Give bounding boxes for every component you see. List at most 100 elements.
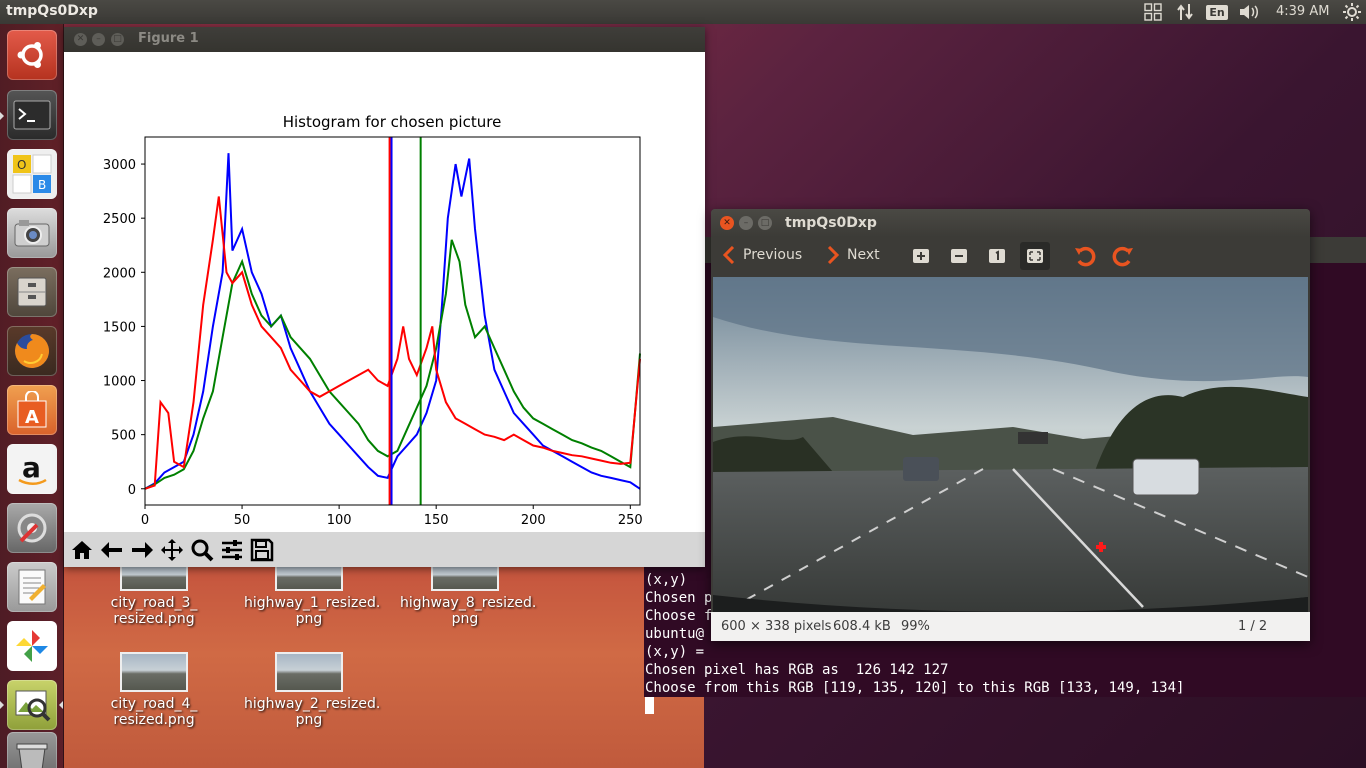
zoom-normal-icon[interactable] <box>982 242 1012 270</box>
image-viewer-window: ✕ – □ tmpQs0Dxp Previous Next <box>711 209 1310 641</box>
chevron-right-icon <box>827 246 839 264</box>
best-fit-icon[interactable] <box>1020 242 1050 270</box>
forward-arrow-icon[interactable] <box>128 536 156 564</box>
camera-icon[interactable] <box>7 208 57 258</box>
volume-icon[interactable] <box>1238 2 1260 22</box>
zoom-level: 99% <box>901 619 930 634</box>
svg-text:O: O <box>17 158 26 172</box>
terminal-line: Choose from this RGB [119, 135, 120] to … <box>645 680 1185 696</box>
figure-title: Figure 1 <box>138 31 199 46</box>
desktop-icon-city-road-3[interactable]: city_road_3_ resized.png <box>89 563 219 627</box>
clock[interactable]: 4:39 AM <box>1276 4 1330 19</box>
workspace-switcher-icon[interactable] <box>1143 2 1163 22</box>
plot-frame <box>144 136 641 506</box>
zoom-in-icon[interactable] <box>906 242 936 270</box>
firefox-icon[interactable] <box>7 326 57 376</box>
terminal-line: (x,y) = <box>645 644 713 660</box>
terminal-output: (x,y) Chosen p Choose f ubuntu@ (x,y) = Chos… <box>645 571 1184 715</box>
x-tick-label: 50 <box>234 513 251 528</box>
y-tick-label: 0 <box>128 483 136 498</box>
network-icon[interactable] <box>1175 2 1195 22</box>
active-app-title: tmpQs0Dxp <box>6 3 98 19</box>
svg-text:A: A <box>25 407 39 428</box>
x-tick-label: 100 <box>327 513 352 528</box>
focused-indicator <box>59 701 63 709</box>
running-indicator <box>0 701 4 709</box>
previous-button[interactable]: Previous <box>723 246 802 264</box>
figure-toolbar <box>64 532 705 567</box>
viewer-title: tmpQs0Dxp <box>785 215 877 231</box>
terminal-line: Chosen p <box>645 590 713 606</box>
pan-icon[interactable] <box>158 536 186 564</box>
selected-pixel-marker <box>1096 542 1106 552</box>
maximize-icon[interactable]: □ <box>111 33 124 46</box>
trash-icon[interactable] <box>7 732 57 768</box>
file-cabinet-icon[interactable] <box>7 267 57 317</box>
terminal-line: Chosen pixel has RGB as 126 142 127 <box>645 662 949 678</box>
figure-window: ✕ – □ Figure 1 Histogram for chosen pict… <box>64 27 705 567</box>
pinwheel-icon[interactable] <box>7 621 57 671</box>
image-position: 1 / 2 <box>1238 619 1268 634</box>
desktop-icon-highway-1[interactable]: highway_1_resized. png <box>244 563 380 627</box>
next-button[interactable]: Next <box>827 246 880 264</box>
desktop-icon-label: city_road_4_ resized.png <box>110 696 198 728</box>
ubuntu-logo-icon[interactable] <box>7 30 57 80</box>
rotate-left-icon[interactable] <box>1070 242 1100 270</box>
previous-label: Previous <box>743 247 803 263</box>
top-panel: tmpQs0Dxp En 4:39 AM <box>0 0 1366 24</box>
terminal-line: ubuntu@ <box>645 626 705 642</box>
zoom-icon[interactable] <box>188 536 216 564</box>
viewer-statusbar: 600 × 338 pixels 608.4 kB 99% 1 / 2 <box>711 612 1310 641</box>
thumbnail <box>275 563 343 591</box>
minimize-icon[interactable]: – <box>739 216 753 230</box>
image-filesize: 608.4 kB <box>833 619 891 634</box>
desktop-icon-label: city_road_3_ resized.png <box>110 595 198 627</box>
save-icon[interactable] <box>248 536 276 564</box>
histogram-series-line <box>144 239 641 490</box>
running-indicator <box>0 112 4 120</box>
desktop-icon-highway-2[interactable]: highway_2_resized. png <box>244 652 381 728</box>
keyboard-layout-indicator[interactable]: En <box>1206 2 1228 22</box>
y-tick-label: 1000 <box>103 375 136 390</box>
zoom-out-icon[interactable] <box>944 242 974 270</box>
road-photo[interactable] <box>713 277 1308 612</box>
svg-text:a: a <box>22 451 41 484</box>
close-icon[interactable]: ✕ <box>720 216 734 230</box>
svg-text:B: B <box>38 178 46 192</box>
rotate-right-icon[interactable] <box>1108 242 1138 270</box>
back-arrow-icon[interactable] <box>98 536 126 564</box>
desktop-icon-highway-8[interactable]: highway_8_resized. png <box>400 563 537 627</box>
close-icon[interactable]: ✕ <box>74 33 87 46</box>
home-icon[interactable] <box>68 536 96 564</box>
shopping-bag-icon[interactable]: A <box>7 385 57 435</box>
power-gear-icon[interactable] <box>1342 2 1362 22</box>
terminal-icon[interactable] <box>7 90 57 140</box>
image-viewer-icon[interactable] <box>7 680 57 730</box>
y-tick-label: 2500 <box>103 212 136 227</box>
desktop-icon-city-road-4[interactable]: city_road_4_ resized.png <box>89 652 219 728</box>
desktop-icon-label: highway_2_resized. png <box>244 696 381 728</box>
image-dimensions: 600 × 338 pixels <box>721 619 832 634</box>
thumbnail <box>120 563 188 591</box>
viewer-titlebar: ✕ – □ tmpQs0Dxp <box>711 209 1310 237</box>
thumbnail <box>275 652 343 692</box>
settings-wrench-icon[interactable] <box>7 503 57 553</box>
x-tick-label: 150 <box>424 513 449 528</box>
chart-title: Histogram for chosen picture <box>283 113 502 131</box>
amazon-icon[interactable]: a <box>7 444 57 494</box>
text-editor-icon[interactable] <box>7 562 57 612</box>
desktop-icon-label: highway_8_resized. png <box>400 595 537 627</box>
viewer-toolbar: Previous Next <box>711 237 1310 275</box>
thumbnail <box>120 652 188 692</box>
maximize-icon[interactable]: □ <box>758 216 772 230</box>
y-tick-label: 500 <box>111 429 136 444</box>
histogram-chart: Histogram for chosen picture 0 50 100 150 20… <box>103 113 643 528</box>
x-tick-label: 200 <box>521 513 546 528</box>
configure-icon[interactable] <box>218 536 246 564</box>
y-tick-label: 2000 <box>103 266 136 281</box>
minimize-icon[interactable]: – <box>92 33 105 46</box>
terminal-line: (x,y) <box>645 572 688 588</box>
y-tick-label: 3000 <box>103 158 136 173</box>
